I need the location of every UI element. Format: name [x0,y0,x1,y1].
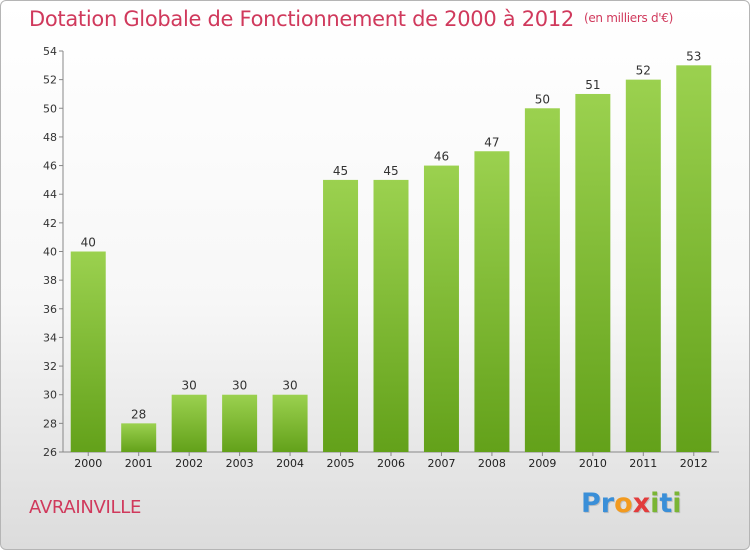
y-tick-label: 44 [43,188,57,201]
bar-value-label: 50 [535,92,550,106]
bar-value-label: 51 [585,78,600,92]
y-tick-label: 52 [43,74,57,87]
bar [625,79,661,453]
logo-letter: t [659,488,673,519]
bar-value-label: 47 [484,135,499,149]
data-labels: 40 28 30 30 30 45 45 46 47 50 51 52 53 [81,49,702,421]
bar [474,151,510,452]
x-tick-label: 2012 [680,457,708,470]
x-tick-label: 2000 [74,457,102,470]
logo-letter: r [600,488,615,519]
bar [272,394,308,452]
bar-value-label: 45 [333,164,348,178]
bar [524,108,560,453]
x-tick-label: 2005 [327,457,355,470]
y-tick-label: 38 [43,274,57,287]
bar [575,93,611,452]
x-tick-label: 2001 [125,457,153,470]
y-tick-label: 54 [43,45,57,58]
logo-letter: i [650,488,660,519]
x-tick-label: 2011 [629,457,657,470]
y-tick-label: 28 [43,417,57,430]
bar [70,251,106,452]
x-axis: 2000 2001 2002 2003 2004 2005 2006 2007 2008 2009… [63,451,719,470]
y-tick-label: 46 [43,160,57,173]
logo-letter: i [672,488,682,519]
y-tick-label: 30 [43,389,57,402]
bar [171,394,207,452]
unit-note: (en milliers d'€) [583,11,673,25]
y-tick-label: 50 [43,102,57,115]
y-axis: 26 28 30 32 34 36 38 40 42 44 46 48 50 52 54 [43,45,64,459]
x-tick-label: 2002 [175,457,203,470]
bar-value-label: 52 [636,64,651,78]
y-tick-label: 34 [43,331,57,344]
bar-value-label: 30 [282,379,297,393]
x-tick-label: 2007 [427,457,455,470]
bar [676,65,712,453]
bar-value-label: 53 [686,49,701,63]
bar-value-label: 30 [232,379,247,393]
bar-value-label: 40 [81,236,96,250]
y-tick-label: 26 [43,446,57,459]
chart-title: Dotation Globale de Fonctionnement de 20… [29,7,673,31]
y-tick-label: 40 [43,246,57,259]
x-tick-label: 2008 [478,457,506,470]
x-tick-label: 2003 [226,457,254,470]
x-tick-label: 2006 [377,457,405,470]
bar-value-label: 30 [182,379,197,393]
commune-name: AVRAINVILLE [29,497,142,518]
bar-value-label: 46 [434,150,449,164]
logo-letter: P [581,488,601,519]
proxiti-logo: Proxiti [581,488,682,519]
bar [323,179,359,452]
x-tick-label: 2004 [276,457,304,470]
x-tick-label: 2009 [528,457,556,470]
bar-value-label: 45 [383,164,398,178]
bar [121,423,157,452]
y-tick-label: 36 [43,303,57,316]
bar-value-label: 28 [131,407,146,421]
logo-letter: o [614,488,633,519]
bars [70,65,712,453]
y-tick-label: 32 [43,360,57,373]
chart-title-text: Dotation Globale de Fonctionnement de 20… [29,7,574,31]
y-tick-label: 48 [43,131,57,144]
y-tick-label: 42 [43,217,57,230]
bar [373,179,409,452]
bar [423,165,459,453]
logo-letter: x [632,488,651,519]
bar [222,394,258,452]
x-tick-label: 2010 [579,457,607,470]
